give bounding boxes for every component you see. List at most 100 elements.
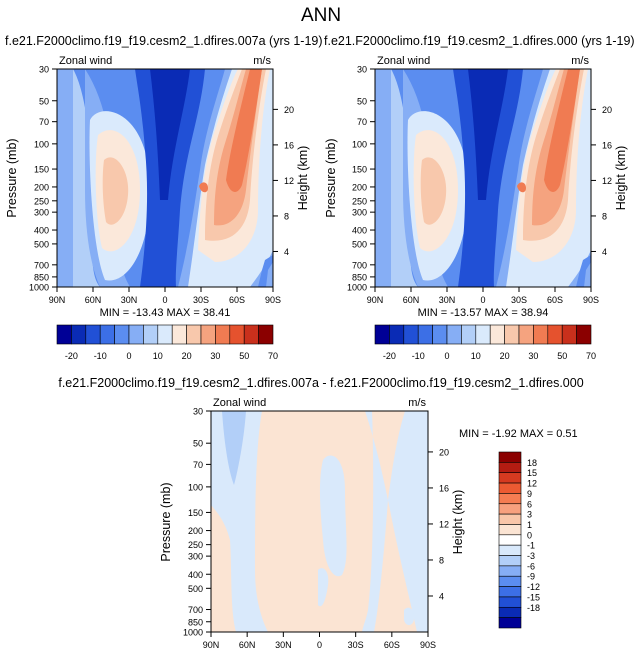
y-tick-label: 850 — [34, 272, 49, 282]
panel-bottom: f.e21.F2000climo.f19_f19.cesm2_1.dfires.… — [58, 376, 583, 650]
colorbar-label: -12 — [527, 582, 540, 592]
colorbar-label: 1 — [527, 520, 532, 530]
colorbar-label: 0 — [126, 351, 131, 361]
colorbar-swatch — [498, 482, 522, 494]
colorbar-swatch — [171, 324, 187, 345]
colorbar-label: -15 — [527, 592, 540, 602]
x-axis-left-panel: 90N 60N 30N 0 30S 60S 90S — [49, 287, 281, 305]
y-tick-label: 300 — [34, 208, 49, 218]
colorbar-label: -1 — [527, 541, 535, 551]
colorbar-swatch — [498, 513, 522, 525]
colorbar-label: -6 — [527, 561, 535, 571]
y-tick-label: 500 — [352, 239, 367, 249]
height-tick-label: 12 — [284, 176, 294, 186]
y-tick-label: 70 — [39, 117, 49, 127]
height-axis-bottom-panel: 4 8 12 16 20 — [428, 447, 449, 601]
contour-field-right — [375, 69, 591, 287]
colorbar-swatch — [498, 606, 522, 618]
y-tick-label: 1000 — [183, 628, 203, 638]
y-axis-title-bottom: Pressure (mb) — [159, 482, 173, 561]
height-tick-label: 4 — [602, 247, 607, 257]
colorbar-label: 9 — [527, 489, 532, 499]
colorbar-label: 70 — [268, 351, 278, 361]
x-tick-label: 90S — [420, 640, 436, 650]
panel-title-right: f.e21.F2000climo.f19_f19.cesm2_1.dfires.… — [324, 34, 635, 48]
field-label-bottom: Zonal wind — [213, 397, 266, 409]
colorbar-swatch — [498, 565, 522, 577]
panel-title-bottom: f.e21.F2000climo.f19_f19.cesm2_1.dfires.… — [58, 376, 583, 390]
x-tick-label: 30S — [511, 295, 527, 305]
height-tick-label: 16 — [439, 483, 449, 493]
colorbar-label: -9 — [527, 572, 535, 582]
y-tick-label: 150 — [34, 165, 49, 175]
y-tick-label: 30 — [193, 407, 203, 417]
colorbar-swatch — [498, 534, 522, 546]
height-tick-label: 16 — [284, 140, 294, 150]
field-label-right: Zonal wind — [377, 55, 430, 67]
y-tick-label: 100 — [352, 139, 367, 149]
colorbar-swatch — [114, 324, 130, 345]
x-tick-label: 30S — [193, 295, 209, 305]
colorbar-swatch — [56, 324, 72, 345]
colorbar-swatch — [186, 324, 202, 345]
colorbar-swatch — [518, 324, 534, 345]
units-label-left: m/s — [253, 55, 271, 67]
colorbar-swatch — [461, 324, 477, 345]
colorbar-swatch — [417, 324, 433, 345]
x-tick-label: 30N — [439, 295, 456, 305]
x-tick-label: 0 — [162, 295, 167, 305]
colorbar-swatch — [143, 324, 159, 345]
figure-title: ANN — [301, 5, 341, 26]
colorbar-swatch — [389, 324, 405, 345]
colorbar-label: -3 — [527, 551, 535, 561]
x-tick-label: 90S — [583, 295, 599, 305]
y-tick-label: 200 — [34, 182, 49, 192]
height-tick-label: 16 — [602, 140, 612, 150]
colorbar-swatch — [243, 324, 259, 345]
colorbar-swatch — [99, 324, 115, 345]
x-tick-label: 60S — [384, 640, 400, 650]
y-tick-label: 400 — [352, 226, 367, 236]
colorbar-swatch — [374, 324, 390, 345]
y-axis-title-left: Pressure (mb) — [5, 138, 19, 217]
colorbar-label: 50 — [557, 351, 567, 361]
height-tick-label: 20 — [439, 447, 449, 457]
y-tick-label: 50 — [193, 439, 203, 449]
colorbar-swatch — [498, 462, 522, 474]
y-tick-label: 150 — [188, 508, 203, 518]
colorbar-swatch — [498, 544, 522, 556]
height-axis-left-panel: 4 8 12 16 20 — [273, 105, 294, 257]
x-tick-label: 90N — [367, 295, 384, 305]
x-axis-right-panel: 90N 60N 30N 0 30S 60S 90S — [367, 287, 599, 305]
colorbar-swatch — [215, 324, 231, 345]
y-tick-label: 700 — [34, 260, 49, 270]
colorbar-label: 20 — [500, 351, 510, 361]
y-tick-label: 250 — [352, 196, 367, 206]
x-tick-label: 30N — [121, 295, 138, 305]
y-tick-label: 70 — [357, 117, 367, 127]
height-tick-label: 8 — [439, 555, 444, 565]
colorbar-swatch — [446, 324, 462, 345]
panel-top-left: f.e21.F2000climo.f19_f19.cesm2_1.dfires.… — [5, 34, 323, 319]
colorbar-swatch — [498, 617, 522, 629]
contour-field-left — [57, 69, 273, 287]
colorbar-swatch — [561, 324, 577, 345]
x-tick-label: 30S — [348, 640, 364, 650]
colorbar-label: 0 — [527, 530, 532, 540]
colorbar-swatch — [498, 575, 522, 587]
x-tick-label: 90N — [203, 640, 220, 650]
colorbar-swatch — [85, 324, 101, 345]
y-tick-label: 1000 — [347, 283, 367, 293]
height-tick-label: 8 — [602, 211, 607, 221]
x-tick-label: 60N — [403, 295, 420, 305]
colorbar-label: 18 — [527, 458, 537, 468]
field-label-left: Zonal wind — [59, 55, 112, 67]
y-tick-label: 500 — [34, 239, 49, 249]
colorbar-swatch — [258, 324, 274, 345]
units-label-right: m/s — [571, 55, 589, 67]
height-axis-title-bottom: Height (km) — [451, 490, 465, 555]
y-tick-label: 300 — [352, 208, 367, 218]
